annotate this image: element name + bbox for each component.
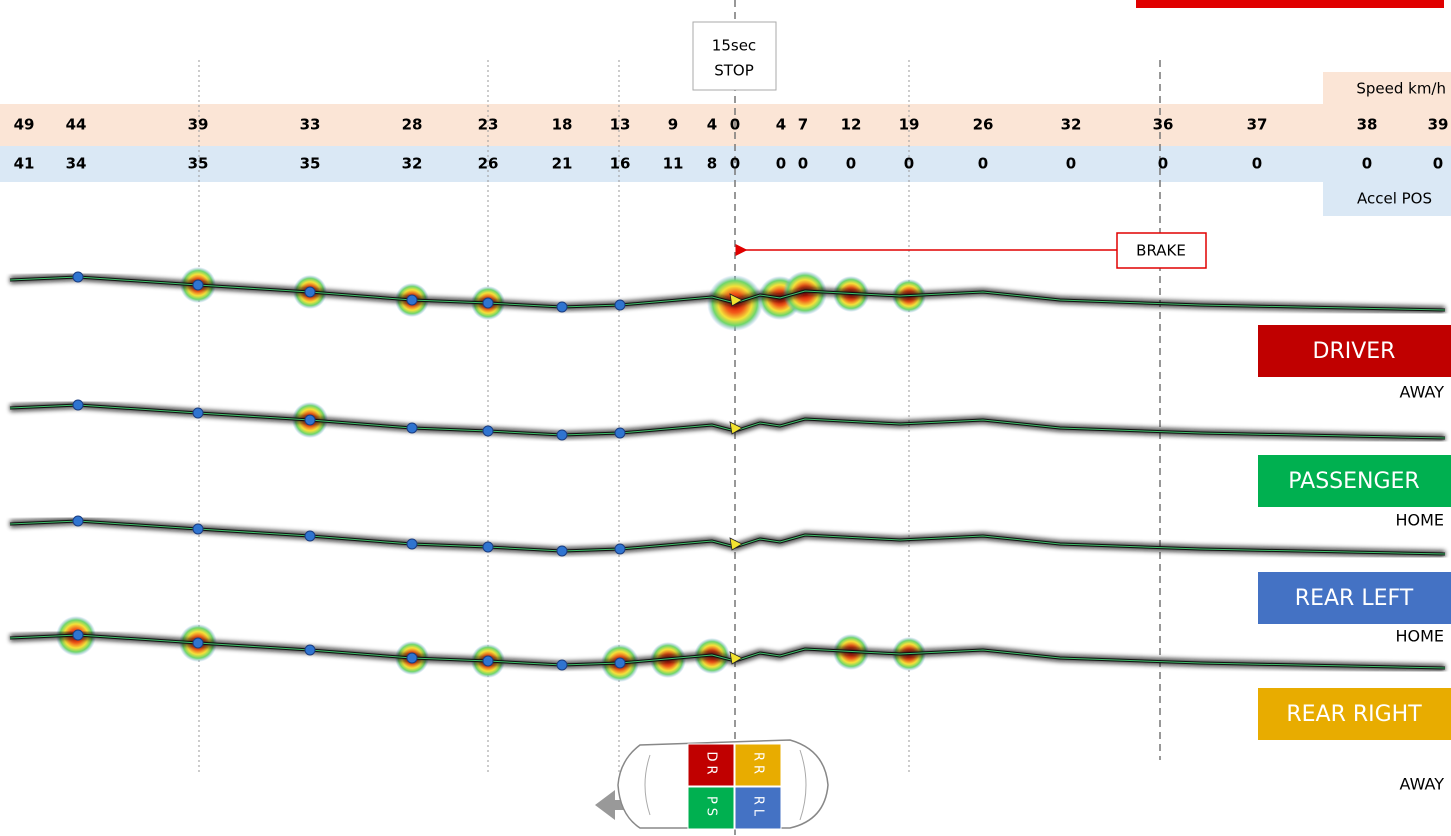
seat-label: RL — [751, 796, 766, 820]
accel-value: 11 — [663, 155, 684, 173]
track — [10, 521, 1445, 554]
occupant-seat: DRIVER — [1313, 339, 1396, 364]
speed-value: 7 — [798, 116, 808, 134]
seat-label: RR — [751, 752, 766, 778]
gaze-dot — [305, 287, 315, 297]
gaze-dot — [557, 430, 567, 440]
accel-label: Accel POS — [1357, 190, 1432, 208]
speed-value: 38 — [1357, 116, 1378, 134]
gaze-dot — [483, 542, 493, 552]
speed-value: 23 — [478, 116, 499, 134]
speed-value: 19 — [899, 116, 920, 134]
speed-label: Speed km/h — [1356, 80, 1446, 98]
speed-value: 39 — [188, 116, 209, 134]
seat-label: PS — [704, 796, 719, 820]
occupant-status: HOME — [1395, 627, 1444, 646]
gaze-dot — [483, 656, 493, 666]
speed-value: 44 — [66, 116, 87, 134]
speed-value: 49 — [14, 116, 35, 134]
occupant-seat: PASSENGER — [1288, 469, 1419, 494]
gaze-dot — [615, 300, 625, 310]
accel-value: 35 — [300, 155, 321, 173]
gaze-dot — [193, 638, 203, 648]
occupant-status: AWAY — [1400, 383, 1445, 402]
speed-value: 39 — [1428, 116, 1449, 134]
gaze-dot — [557, 302, 567, 312]
accel-value: 16 — [610, 155, 631, 173]
gaze-dot — [483, 426, 493, 436]
speed-band — [0, 104, 1451, 146]
accel-value: 32 — [402, 155, 423, 173]
gaze-dot — [615, 544, 625, 554]
accel-value: 8 — [707, 155, 717, 173]
gaze-dot — [73, 272, 83, 282]
gaze-dot — [305, 415, 315, 425]
gaze-dot — [407, 653, 417, 663]
occupant-status: AWAY — [1400, 775, 1445, 794]
speed-value: 32 — [1061, 116, 1082, 134]
speed-value: 4 — [707, 116, 717, 134]
gaze-dot — [407, 423, 417, 433]
gaze-dot — [73, 516, 83, 526]
speed-value: 26 — [973, 116, 994, 134]
accel-value: 0 — [1433, 155, 1443, 173]
gaze-dot — [193, 524, 203, 534]
corner-tag — [1136, 0, 1444, 8]
accel-value: 0 — [1362, 155, 1372, 173]
speed-value: 12 — [841, 116, 862, 134]
seat-label: DR — [704, 751, 719, 778]
gaze-dot — [407, 295, 417, 305]
gaze-dot — [193, 408, 203, 418]
screen: Speed km/h Accel POS 15sec STOP BRAKE DR… — [0, 0, 1451, 836]
track — [10, 405, 1445, 438]
speed-value: 18 — [552, 116, 573, 134]
speed-value: 13 — [610, 116, 631, 134]
accel-value: 0 — [776, 155, 786, 173]
gaze-dot — [557, 546, 567, 556]
accel-value: 0 — [798, 155, 808, 173]
speed-value: 36 — [1153, 116, 1174, 134]
car-icon: DR RR PS RL — [595, 740, 828, 829]
gaze-dot — [557, 660, 567, 670]
stop-line2: STOP — [714, 62, 754, 80]
speed-value: 37 — [1247, 116, 1268, 134]
gaze-dot — [305, 645, 315, 655]
accel-value: 41 — [14, 155, 35, 173]
gaze-dot — [483, 298, 493, 308]
gaze-dot — [615, 658, 625, 668]
brake-label: BRAKE — [1136, 242, 1186, 260]
occupant-status: HOME — [1395, 511, 1444, 530]
accel-value: 0 — [1252, 155, 1262, 173]
gaze-dot — [615, 428, 625, 438]
stop-line1: 15sec — [712, 37, 756, 55]
accel-value: 35 — [188, 155, 209, 173]
speed-value: 0 — [730, 116, 740, 134]
accel-value: 0 — [846, 155, 856, 173]
occupant-seat: REAR LEFT — [1295, 586, 1414, 611]
stop-box — [693, 22, 776, 90]
gaze-dot — [407, 539, 417, 549]
gaze-dot — [73, 400, 83, 410]
accel-value: 0 — [1158, 155, 1168, 173]
speed-value: 9 — [668, 116, 678, 134]
speed-value: 28 — [402, 116, 423, 134]
accel-value: 0 — [1066, 155, 1076, 173]
accel-value: 26 — [478, 155, 499, 173]
accel-value: 0 — [730, 155, 740, 173]
accel-value: 0 — [978, 155, 988, 173]
accel-band — [0, 146, 1451, 182]
speed-value: 4 — [776, 116, 786, 134]
accel-value: 34 — [66, 155, 87, 173]
gaze-dot — [305, 531, 315, 541]
gaze-dot — [193, 280, 203, 290]
accel-value: 0 — [904, 155, 914, 173]
occupant-seat: REAR RIGHT — [1286, 702, 1422, 727]
speed-value: 33 — [300, 116, 321, 134]
gaze-dot — [73, 630, 83, 640]
accel-value: 21 — [552, 155, 573, 173]
